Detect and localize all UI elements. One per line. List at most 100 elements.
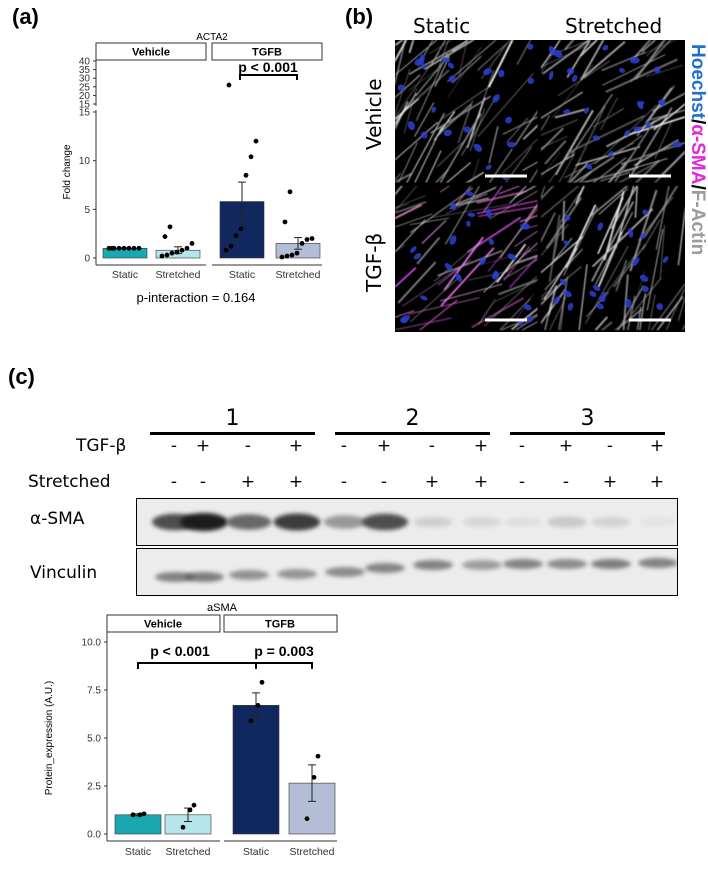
y-tick-label: 35 (79, 65, 91, 76)
nucleus (632, 257, 640, 266)
nucleus (410, 246, 417, 253)
data-point (228, 243, 234, 249)
band-asma (547, 516, 587, 528)
nucleus (455, 273, 462, 282)
acta2-p-interaction: p-interaction = 0.164 (137, 290, 256, 305)
data-point (184, 245, 190, 251)
nucleus (420, 295, 428, 301)
data-point (248, 718, 254, 724)
tgfb-sign: - (244, 436, 252, 456)
stain-hoechst: Hoechst (687, 44, 708, 119)
nucleus (520, 223, 530, 230)
nucleus (527, 43, 534, 50)
acta2-y-label: Fold change (62, 144, 73, 199)
row-label-stretched-blot: Stretched (28, 472, 111, 492)
data-point (174, 249, 180, 255)
stretched-sign: - (199, 472, 207, 492)
group-number: 2 (405, 406, 420, 431)
band-vinculin (325, 567, 365, 577)
data-point (164, 252, 170, 258)
nucleus (506, 141, 516, 148)
data-point (282, 219, 288, 225)
nucleus (441, 57, 451, 63)
nucleus (602, 45, 609, 51)
data-point (189, 241, 195, 246)
facet-label-vehicle: Vehicle (132, 47, 170, 59)
nucleus (601, 291, 607, 299)
nucleus (553, 49, 563, 58)
y-tick-label: 10.0 (82, 638, 102, 649)
data-point (162, 234, 168, 239)
nucleus (584, 107, 590, 114)
stretched-sign: + (602, 472, 618, 492)
y-tick-label: 5.0 (87, 734, 101, 745)
tgfb-sign: - (340, 436, 348, 456)
data-point (191, 802, 197, 808)
nucleus (397, 84, 405, 91)
y-tick-label: 2.5 (87, 782, 101, 793)
nucleus (633, 126, 642, 132)
data-point (299, 241, 305, 246)
nucleus (642, 209, 649, 215)
panel-a-label: (a) (12, 4, 39, 29)
facet-strip-tgfb (223, 614, 338, 633)
data-point (179, 247, 185, 253)
band-asma (462, 517, 502, 527)
band-asma (323, 515, 367, 529)
nucleus (637, 101, 645, 107)
nucleus (473, 143, 483, 152)
nucleus (672, 141, 683, 148)
nucleus (414, 57, 423, 66)
nucleus (507, 253, 517, 261)
data-point (131, 245, 137, 251)
nucleus (566, 67, 575, 75)
data-point (253, 138, 259, 144)
nucleus (413, 253, 422, 260)
band-vinculin (547, 559, 587, 569)
y-tick-label: 10 (79, 156, 91, 167)
data-point (233, 233, 239, 239)
nucleus (523, 304, 532, 311)
stretched-sign: - (340, 472, 348, 492)
nucleus (488, 238, 495, 245)
nucleus (479, 256, 487, 265)
nucleus (607, 151, 614, 157)
band-vinculin (413, 560, 453, 570)
data-point (289, 252, 295, 258)
band-vinculin (503, 559, 543, 569)
data-point (109, 245, 115, 251)
nucleus (559, 278, 567, 286)
nucleus (656, 303, 664, 311)
blot-vinculin (136, 548, 678, 596)
group-line (150, 432, 315, 435)
stain-legend: Hoechst/α-SMA/F-Actin (686, 44, 708, 255)
data-point (304, 237, 310, 242)
y-tick-label: 20 (79, 91, 91, 102)
band-vinculin (365, 563, 405, 573)
group-number: 3 (580, 406, 595, 431)
band-vinculin (229, 570, 269, 580)
data-point (167, 224, 173, 230)
nucleus (553, 296, 561, 305)
y-tick-label: 25 (79, 82, 91, 93)
data-point (243, 172, 249, 178)
y-tick-label: 5 (84, 205, 90, 216)
stretched-sign: - (380, 472, 388, 492)
nucleus (448, 75, 456, 83)
band-label-vinculin: Vinculin (30, 563, 98, 583)
tgfb-sign: - (518, 436, 526, 456)
nucleus (592, 135, 600, 141)
data-point (116, 245, 122, 251)
nucleus (624, 130, 630, 137)
stretched-sign: - (562, 472, 570, 492)
band-vinculin (155, 572, 195, 582)
asma-pvalue-2: p = 0.003 (254, 643, 314, 659)
nucleus (653, 66, 661, 74)
data-point (294, 250, 300, 256)
data-point (248, 154, 254, 160)
nucleus (444, 263, 453, 271)
tgfb-sign: + (195, 436, 211, 456)
data-point (223, 247, 229, 253)
x-tick-label: Stretched (290, 846, 335, 858)
asma-pvalue-1: p < 0.001 (150, 643, 210, 659)
